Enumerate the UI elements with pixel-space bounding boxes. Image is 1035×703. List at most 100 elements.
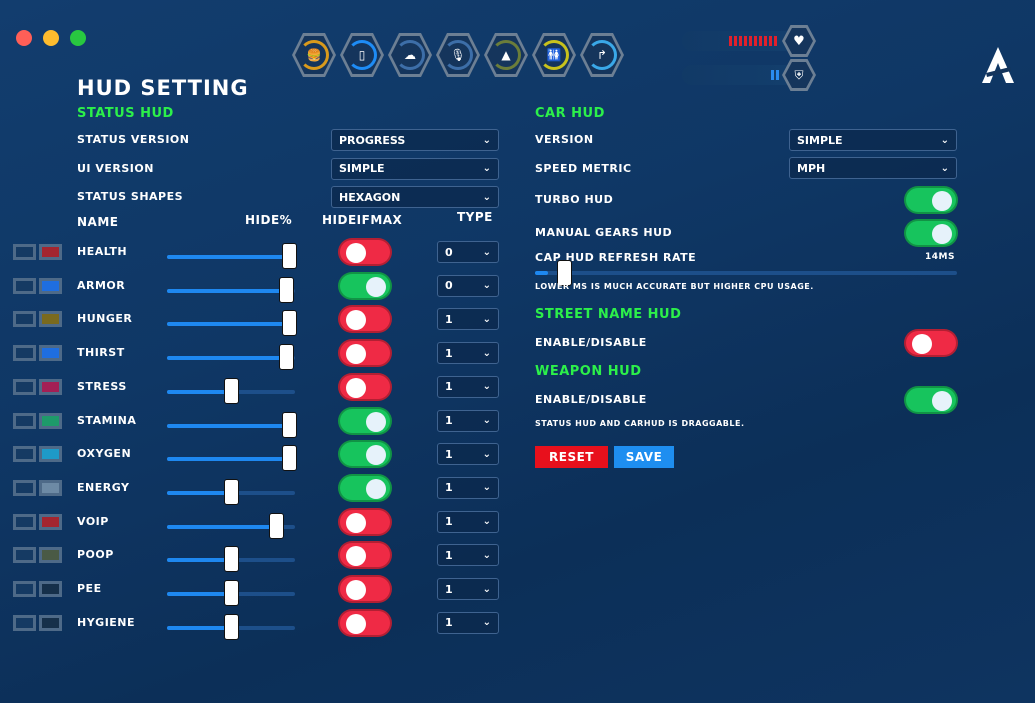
type-select[interactable]: 1 ⌄ <box>437 409 499 432</box>
select-value: SIMPLE <box>339 162 385 175</box>
status-field-label: STATUS SHAPES <box>77 190 184 203</box>
hide-percent-slider[interactable] <box>167 411 297 438</box>
health-bar <box>682 31 787 51</box>
drag-note: STATUS HUD AND CARHUD IS DRAGGABLE. <box>535 419 745 428</box>
color-picker-foreground[interactable] <box>39 614 62 631</box>
color-picker-foreground[interactable] <box>39 581 62 597</box>
maximize-window-button[interactable] <box>70 30 86 46</box>
street-hud-toggle[interactable] <box>904 329 958 357</box>
color-picker-background[interactable] <box>13 513 36 530</box>
street-hud-heading: STREET NAME HUD <box>535 307 682 322</box>
reset-button[interactable]: RESET <box>535 446 608 468</box>
select-value: 1 <box>445 582 453 596</box>
hide-percent-slider[interactable] <box>167 377 295 404</box>
close-window-button[interactable] <box>16 30 32 46</box>
color-picker-foreground[interactable] <box>39 378 62 395</box>
hideifmax-toggle[interactable] <box>338 339 392 368</box>
type-select[interactable]: 1 ⌄ <box>437 510 499 533</box>
color-picker-foreground[interactable] <box>39 277 62 294</box>
color-picker-background[interactable] <box>13 581 36 597</box>
type-select[interactable]: 1 ⌄ <box>437 544 499 567</box>
type-select[interactable]: 1 ⌄ <box>437 578 499 600</box>
hideifmax-toggle[interactable] <box>338 473 392 502</box>
hide-percent-slider[interactable] <box>167 344 295 371</box>
select-value: 1 <box>445 414 453 427</box>
column-type: TYPE <box>457 210 493 224</box>
status-field-select[interactable]: HEXAGON ⌄ <box>331 186 499 208</box>
color-picker-foreground[interactable] <box>39 513 62 530</box>
save-button[interactable]: SAVE <box>614 446 674 468</box>
refresh-rate-slider[interactable] <box>535 260 957 286</box>
status-name: HEALTH <box>77 245 128 258</box>
hide-percent-slider[interactable] <box>167 580 295 606</box>
speed-metric-select[interactable]: MPH ⌄ <box>789 157 957 179</box>
hideifmax-toggle[interactable] <box>338 541 392 570</box>
chevron-down-icon: ⌄ <box>482 448 491 460</box>
color-picker-foreground[interactable] <box>39 446 62 463</box>
hideifmax-toggle[interactable] <box>338 575 392 603</box>
color-picker-background[interactable] <box>13 446 36 463</box>
hideifmax-toggle[interactable] <box>338 305 392 334</box>
color-picker-background[interactable] <box>13 244 36 260</box>
color-picker-foreground[interactable] <box>39 244 62 260</box>
minimize-window-button[interactable] <box>43 30 59 46</box>
car-hud-heading: CAR HUD <box>535 106 605 121</box>
hide-percent-slider[interactable] <box>167 546 295 573</box>
hide-percent-slider[interactable] <box>167 243 297 269</box>
color-picker-background[interactable] <box>13 311 36 328</box>
select-value: 1 <box>445 515 453 529</box>
chevron-down-icon: ⌄ <box>482 163 491 174</box>
type-select[interactable]: 1 ⌄ <box>437 308 499 331</box>
type-select[interactable]: 1 ⌄ <box>437 375 499 398</box>
color-picker-background[interactable] <box>13 378 36 395</box>
hide-percent-slider[interactable] <box>167 613 295 640</box>
status-field-select[interactable]: SIMPLE ⌄ <box>331 157 499 180</box>
restroom-icon: 🚻 <box>532 33 576 77</box>
type-select[interactable]: 1 ⌄ <box>437 611 499 634</box>
hideifmax-toggle[interactable] <box>338 271 392 300</box>
hideifmax-toggle[interactable] <box>338 238 392 266</box>
status-name: VOIP <box>77 514 109 528</box>
color-picker-foreground[interactable] <box>39 345 62 362</box>
color-picker-background[interactable] <box>13 412 36 429</box>
type-select[interactable]: 0 ⌄ <box>437 274 499 297</box>
manual-gears-toggle[interactable] <box>904 219 958 247</box>
hideifmax-toggle[interactable] <box>338 372 392 401</box>
brain-icon: ☁ <box>388 33 432 77</box>
poop-icon: ▲ <box>484 33 528 77</box>
slider-thumb[interactable] <box>556 260 572 286</box>
hideifmax-toggle[interactable] <box>338 440 392 469</box>
weapon-hud-heading: WEAPON HUD <box>535 364 642 379</box>
status-field-label: UI VERSION <box>77 161 154 175</box>
status-name: STAMINA <box>77 413 137 427</box>
hideifmax-toggle[interactable] <box>338 406 392 435</box>
speed-metric-label: SPEED METRIC <box>535 162 632 175</box>
hide-percent-slider[interactable] <box>167 276 295 303</box>
color-picker-background[interactable] <box>13 547 36 564</box>
select-value: 0 <box>445 279 453 293</box>
type-select[interactable]: 1 ⌄ <box>437 443 499 466</box>
type-select[interactable]: 1 ⌄ <box>437 476 499 499</box>
color-picker-background[interactable] <box>13 345 36 362</box>
color-picker-foreground[interactable] <box>39 311 62 328</box>
hide-percent-slider[interactable] <box>167 512 295 539</box>
type-select[interactable]: 1 ⌄ <box>437 342 499 365</box>
color-picker-foreground[interactable] <box>39 547 62 564</box>
hide-percent-slider[interactable] <box>167 445 297 472</box>
chevron-down-icon: ⌄ <box>482 583 491 595</box>
heart-icon: ♥ <box>782 25 816 57</box>
color-picker-background[interactable] <box>13 277 36 294</box>
status-field-select[interactable]: PROGRESS ⌄ <box>331 129 499 151</box>
color-picker-background[interactable] <box>13 614 36 631</box>
hideifmax-toggle[interactable] <box>338 608 392 637</box>
color-picker-background[interactable] <box>13 479 36 496</box>
color-picker-foreground[interactable] <box>39 412 62 429</box>
type-select[interactable]: 0 ⌄ <box>437 241 499 263</box>
hideifmax-toggle[interactable] <box>338 507 392 536</box>
weapon-hud-toggle[interactable] <box>904 386 958 414</box>
color-picker-foreground[interactable] <box>39 479 62 496</box>
turbo-hud-toggle[interactable] <box>904 186 958 214</box>
hide-percent-slider[interactable] <box>167 310 297 337</box>
hide-percent-slider[interactable] <box>167 478 295 505</box>
car-version-select[interactable]: SIMPLE ⌄ <box>789 129 957 151</box>
